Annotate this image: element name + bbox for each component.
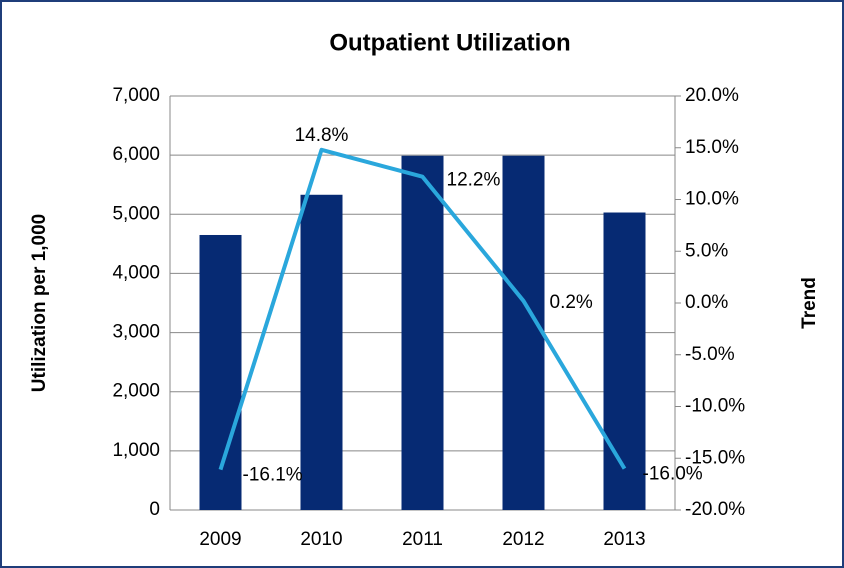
- data-label: -16.0%: [643, 464, 703, 485]
- x-tick-label: 2009: [199, 529, 241, 550]
- data-label: 14.8%: [295, 125, 349, 146]
- y2-tick-label: -20.0%: [685, 499, 745, 520]
- y-tick-label: 5,000: [112, 203, 160, 224]
- trend-line: [218, 147, 627, 471]
- y2-tick-label: 10.0%: [685, 189, 739, 210]
- bar: [502, 155, 545, 510]
- y2-tick-label: 15.0%: [685, 137, 739, 158]
- y-tick-label: 2,000: [112, 381, 160, 402]
- data-label: 0.2%: [550, 292, 593, 313]
- data-label: 12.2%: [447, 170, 501, 191]
- y2-tick-label: -5.0%: [685, 344, 735, 365]
- y2-axis-title: Trend: [799, 277, 820, 329]
- bar: [603, 212, 646, 511]
- x-tick-label: 2011: [402, 529, 443, 550]
- y-tick-label: 3,000: [112, 322, 160, 343]
- y2-tick-label: -15.0%: [685, 447, 745, 468]
- y2-tick-label: -10.0%: [685, 396, 745, 417]
- bar: [401, 155, 444, 510]
- y-tick-label: 6,000: [112, 144, 160, 165]
- x-tick-label: 2013: [603, 529, 645, 550]
- data-label: -16.1%: [243, 465, 303, 486]
- x-tick-label: 2010: [300, 529, 342, 550]
- chart-title: Outpatient Utilization: [329, 29, 570, 56]
- y-tick-label: 7,000: [112, 85, 160, 106]
- y-tick-label: 4,000: [112, 262, 160, 283]
- y-tick-label: 1,000: [112, 440, 160, 461]
- bar: [300, 194, 343, 511]
- y2-tick-label: 20.0%: [685, 85, 739, 106]
- y-tick-label: 0: [149, 499, 160, 520]
- y-axis-title: Utilization per 1,000: [29, 214, 50, 392]
- x-tick-label: 2012: [502, 529, 544, 550]
- y2-tick-label: 0.0%: [685, 292, 728, 313]
- y2-tick-label: 5.0%: [685, 240, 728, 261]
